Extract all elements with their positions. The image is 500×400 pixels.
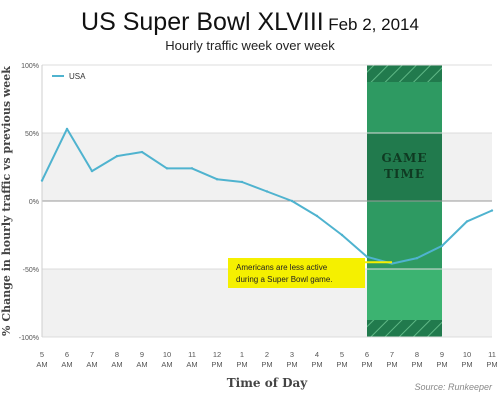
data-point	[240, 180, 244, 184]
x-tick-label: 12	[213, 350, 221, 359]
y-tick-label: -100%	[19, 335, 39, 342]
x-tick-label: PM	[461, 360, 472, 369]
data-point	[65, 127, 69, 131]
x-tick-label: PM	[486, 360, 497, 369]
data-point	[290, 199, 294, 203]
game-time-label: TIME	[384, 167, 425, 181]
x-tick-label: PM	[286, 360, 297, 369]
game-band-segment	[367, 201, 442, 269]
x-tick-label: AM	[186, 360, 197, 369]
game-band-hatch-bottom	[367, 320, 442, 337]
game-band-hatch-top	[367, 65, 442, 82]
data-point	[465, 220, 469, 223]
x-tick-label: PM	[361, 360, 372, 369]
chart-title: US Super Bowl XLVIII Feb 2, 2014	[0, 8, 500, 37]
x-tick-label: 6	[365, 350, 369, 359]
annotation-box	[228, 258, 365, 288]
x-tick-label: 5	[40, 350, 44, 359]
x-tick-label: 9	[440, 350, 444, 359]
data-point	[140, 150, 144, 154]
x-tick-label: 6	[65, 350, 69, 359]
chart-title-date: Feb 2, 2014	[328, 15, 419, 34]
y-tick-label: 0%	[29, 199, 39, 206]
x-tick-label: 10	[463, 350, 471, 359]
y-axis-title: % Change in hourly traffic vs previous w…	[0, 66, 13, 336]
x-tick-label: 7	[390, 350, 394, 359]
data-point	[115, 154, 119, 158]
data-point	[440, 244, 444, 248]
x-tick-label: AM	[36, 360, 47, 369]
x-tick-label: 11	[488, 350, 496, 359]
x-tick-label: PM	[386, 360, 397, 369]
y-tick-label: 50%	[25, 131, 39, 138]
x-tick-label: AM	[86, 360, 97, 369]
game-time-label: GAME	[382, 151, 428, 165]
x-tick-label: AM	[161, 360, 172, 369]
x-tick-label: AM	[111, 360, 122, 369]
x-tick-label: 7	[90, 350, 94, 359]
data-point	[215, 178, 219, 181]
data-point	[415, 256, 419, 260]
data-point	[90, 169, 94, 173]
source-credit: Source: Runkeeper	[414, 382, 492, 392]
x-tick-label: PM	[311, 360, 322, 369]
x-tick-label: 5	[340, 350, 344, 359]
x-tick-label: PM	[336, 360, 347, 369]
data-point	[340, 233, 344, 237]
y-tick-label: -50%	[23, 267, 39, 274]
x-tick-label: PM	[211, 360, 222, 369]
chart-title-main: US Super Bowl XLVIII	[81, 8, 324, 36]
data-point	[40, 179, 44, 182]
data-point	[165, 167, 169, 170]
x-tick-label: 8	[115, 350, 119, 359]
x-tick-label: 3	[290, 350, 294, 359]
chart-subtitle: Hourly traffic week over week	[165, 38, 335, 53]
game-band-segment	[367, 269, 442, 320]
x-tick-label: 2	[265, 350, 269, 359]
x-tick-label: PM	[411, 360, 422, 369]
x-tick-label: PM	[436, 360, 447, 369]
legend-label-usa: USA	[69, 72, 86, 81]
data-point	[365, 255, 369, 258]
data-point	[490, 209, 494, 212]
x-axis-title: Time of Day	[227, 376, 309, 390]
x-tick-label: PM	[236, 360, 247, 369]
y-tick-label: 100%	[21, 63, 39, 70]
x-tick-label: 1	[240, 350, 244, 359]
game-band-segment	[367, 82, 442, 133]
x-tick-label: 4	[315, 350, 319, 359]
annotation-text: Americans are less active	[236, 263, 328, 272]
game-band-segment	[367, 133, 442, 201]
x-tick-label: AM	[136, 360, 147, 369]
x-tick-label: 8	[415, 350, 419, 359]
x-tick-label: 11	[188, 350, 196, 359]
data-point	[265, 190, 269, 193]
x-tick-label: PM	[261, 360, 272, 369]
x-tick-label: 10	[163, 350, 171, 359]
x-tick-label: AM	[61, 360, 72, 369]
annotation-text: during a Super Bowl game.	[236, 275, 333, 284]
data-point	[315, 214, 319, 218]
data-point	[190, 167, 194, 170]
x-tick-label: 9	[140, 350, 144, 359]
